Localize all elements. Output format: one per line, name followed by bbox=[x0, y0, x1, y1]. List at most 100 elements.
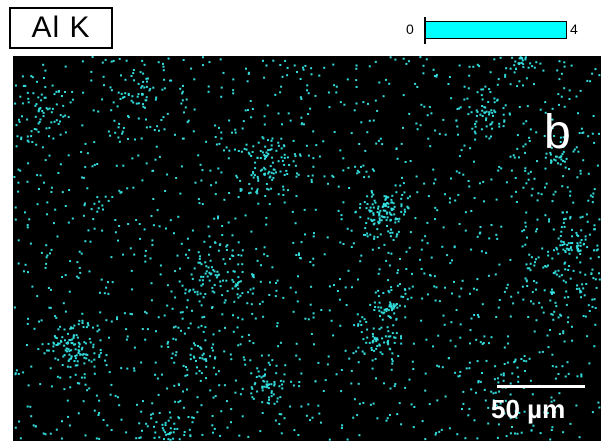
element-dot bbox=[63, 328, 66, 331]
element-dot bbox=[406, 197, 409, 200]
element-dot bbox=[265, 156, 267, 159]
element-dot bbox=[93, 372, 96, 375]
element-dot bbox=[545, 182, 548, 185]
element-dot bbox=[593, 298, 596, 301]
element-dot bbox=[77, 349, 80, 352]
element-dot bbox=[580, 239, 583, 241]
element-dot bbox=[374, 99, 377, 102]
element-dot bbox=[88, 337, 91, 340]
element-dot bbox=[92, 346, 95, 349]
element-dot bbox=[127, 138, 129, 140]
element-dot bbox=[198, 279, 201, 282]
element-dot bbox=[310, 285, 313, 288]
element-dot bbox=[166, 284, 169, 287]
element-dot bbox=[215, 276, 218, 279]
element-dot bbox=[576, 176, 579, 179]
element-dot bbox=[264, 373, 266, 376]
element-dot bbox=[81, 60, 84, 63]
element-dot bbox=[257, 179, 260, 182]
element-dot bbox=[270, 171, 273, 174]
element-dot bbox=[375, 347, 378, 350]
element-dot bbox=[230, 358, 233, 361]
element-dot bbox=[84, 434, 87, 437]
element-dot bbox=[237, 241, 240, 244]
element-dot bbox=[372, 402, 375, 405]
element-dot bbox=[182, 364, 185, 367]
element-dot bbox=[485, 125, 488, 128]
element-dot bbox=[320, 309, 323, 311]
element-dot bbox=[569, 247, 572, 250]
element-dot bbox=[87, 324, 90, 327]
element-dot bbox=[473, 419, 476, 422]
element-dot bbox=[470, 388, 473, 391]
element-dot bbox=[482, 88, 485, 91]
element-dot bbox=[268, 383, 271, 386]
element-dot bbox=[81, 319, 84, 322]
element-dot bbox=[145, 118, 147, 121]
element-dot bbox=[533, 83, 535, 86]
element-dot bbox=[250, 392, 253, 395]
element-dot bbox=[232, 270, 235, 273]
element-dot bbox=[62, 115, 65, 118]
element-dot bbox=[554, 270, 557, 273]
element-dot bbox=[561, 153, 564, 155]
element-dot bbox=[388, 347, 391, 350]
element-dot bbox=[315, 144, 318, 147]
element-dot bbox=[181, 92, 184, 95]
element-dot bbox=[514, 432, 516, 435]
element-dot bbox=[239, 189, 242, 192]
element-dot bbox=[220, 95, 223, 98]
element-dot bbox=[174, 270, 177, 273]
element-dot bbox=[207, 225, 210, 228]
element-dot bbox=[563, 340, 566, 343]
element-dot bbox=[338, 298, 341, 301]
element-dot bbox=[279, 341, 282, 344]
element-dot bbox=[124, 92, 127, 95]
element-dot bbox=[535, 281, 538, 284]
element-dot bbox=[318, 155, 321, 158]
element-dot bbox=[424, 389, 427, 392]
element-dot bbox=[292, 384, 295, 387]
element-dot bbox=[575, 95, 578, 98]
element-dot bbox=[268, 203, 271, 206]
element-dot bbox=[512, 154, 515, 157]
element-dot bbox=[550, 159, 552, 162]
element-dot bbox=[476, 314, 479, 316]
element-dot bbox=[289, 119, 292, 122]
element-dot bbox=[45, 262, 48, 265]
element-dot bbox=[372, 193, 375, 196]
element-dot bbox=[93, 141, 96, 144]
element-dot bbox=[297, 434, 300, 436]
element-dot bbox=[400, 210, 403, 213]
element-dot bbox=[110, 256, 113, 259]
element-dot bbox=[78, 250, 81, 253]
element-dot bbox=[252, 287, 255, 290]
element-dot bbox=[562, 248, 565, 251]
element-dot bbox=[214, 136, 217, 138]
element-dot bbox=[387, 251, 390, 254]
element-dot bbox=[27, 101, 30, 104]
element-dot bbox=[515, 67, 517, 70]
element-dot bbox=[262, 59, 264, 62]
element-dot bbox=[27, 317, 30, 320]
element-dot bbox=[350, 132, 353, 135]
element-dot bbox=[591, 268, 594, 271]
element-dot bbox=[120, 92, 123, 95]
element-dot bbox=[35, 128, 38, 131]
element-dot bbox=[184, 106, 187, 109]
element-dot bbox=[350, 382, 353, 385]
element-dot bbox=[231, 234, 234, 237]
element-dot bbox=[65, 347, 68, 350]
legend-color-bar bbox=[424, 21, 567, 39]
element-dot bbox=[59, 163, 62, 166]
element-dot bbox=[37, 109, 40, 112]
element-dot bbox=[459, 323, 462, 326]
element-dot bbox=[84, 383, 87, 386]
element-dot bbox=[22, 85, 25, 87]
element-dot bbox=[594, 68, 597, 71]
element-dot bbox=[459, 370, 462, 373]
element-dot bbox=[390, 305, 393, 308]
element-dot bbox=[444, 286, 446, 289]
element-dot bbox=[82, 91, 85, 94]
element-dot bbox=[472, 65, 475, 68]
